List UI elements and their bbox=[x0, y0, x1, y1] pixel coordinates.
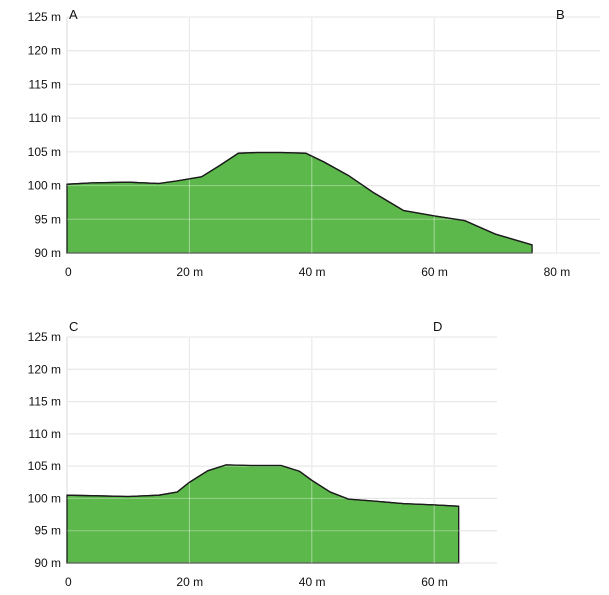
y-tick-label: 95 m bbox=[34, 524, 61, 538]
start-point-label: A bbox=[69, 7, 78, 22]
x-tick-label: 0 bbox=[65, 575, 72, 589]
end-point-label: B bbox=[556, 7, 565, 22]
elevation-chart-2: 125 m 120 m 115 m 110 m 105 m 100 m 95 m 90 m 0 2… bbox=[28, 319, 497, 589]
x-tick-label: 60 m bbox=[421, 265, 448, 279]
y-tick-label: 125 m bbox=[28, 10, 61, 24]
elevation-chart-1: 125 m 120 m 115 m 110 m 105 m 100 m 95 m 90 m 0 2… bbox=[28, 7, 600, 279]
elevation-line bbox=[66, 151, 533, 246]
elevation-area bbox=[66, 151, 533, 254]
y-tick-label: 115 m bbox=[29, 395, 61, 409]
y-tick-label: 100 m bbox=[28, 491, 61, 505]
y-tick-label: 120 m bbox=[28, 44, 61, 58]
x-tick-label: 20 m bbox=[176, 265, 203, 279]
start-point-label: C bbox=[69, 319, 78, 334]
y-tick-label: 90 m bbox=[34, 246, 61, 260]
y-tick-label: 120 m bbox=[28, 362, 61, 376]
elevation-line bbox=[66, 464, 459, 507]
x-tick-label: 40 m bbox=[299, 575, 326, 589]
x-tick-label: 40 m bbox=[299, 265, 326, 279]
x-tick-label: 80 m bbox=[544, 265, 571, 279]
y-tick-label: 125 m bbox=[28, 330, 61, 344]
y-tick-label: 105 m bbox=[28, 145, 61, 159]
y-tick-label: 115 m bbox=[29, 77, 61, 91]
end-point-label: D bbox=[433, 319, 442, 334]
x-tick-label: 60 m bbox=[421, 575, 448, 589]
y-tick-label: 95 m bbox=[34, 212, 61, 226]
y-tick-label: 100 m bbox=[28, 179, 61, 193]
x-tick-label: 20 m bbox=[176, 575, 203, 589]
elevation-area bbox=[66, 464, 460, 564]
y-tick-label: 110 m bbox=[29, 111, 61, 125]
y-tick-label: 90 m bbox=[34, 556, 61, 570]
x-tick-label: 0 bbox=[65, 265, 72, 279]
y-tick-label: 110 m bbox=[29, 427, 61, 441]
y-tick-label: 105 m bbox=[28, 459, 61, 473]
